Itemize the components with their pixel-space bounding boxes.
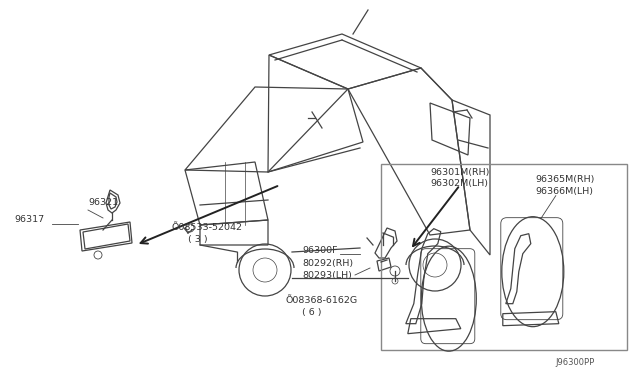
Text: 96321: 96321 [88, 198, 118, 207]
Text: 96365M(RH): 96365M(RH) [536, 175, 595, 184]
Text: 96301M(RH): 96301M(RH) [430, 168, 490, 177]
Text: Õ08533-52042: Õ08533-52042 [172, 223, 243, 232]
Text: J96300PP: J96300PP [555, 358, 595, 367]
Bar [381, 164, 627, 350]
Text: 80292(RH): 80292(RH) [302, 259, 353, 268]
Text: ( 3 ): ( 3 ) [188, 235, 207, 244]
Text: ( 6 ): ( 6 ) [302, 308, 321, 317]
Text: 96300F: 96300F [302, 246, 337, 255]
Text: 96366M(LH): 96366M(LH) [536, 187, 594, 196]
Text: 96302M(LH): 96302M(LH) [430, 179, 488, 188]
Text: 96317: 96317 [14, 215, 44, 224]
Text: Õ08368-6162G: Õ08368-6162G [285, 296, 357, 305]
Text: 80293(LH): 80293(LH) [302, 271, 352, 280]
